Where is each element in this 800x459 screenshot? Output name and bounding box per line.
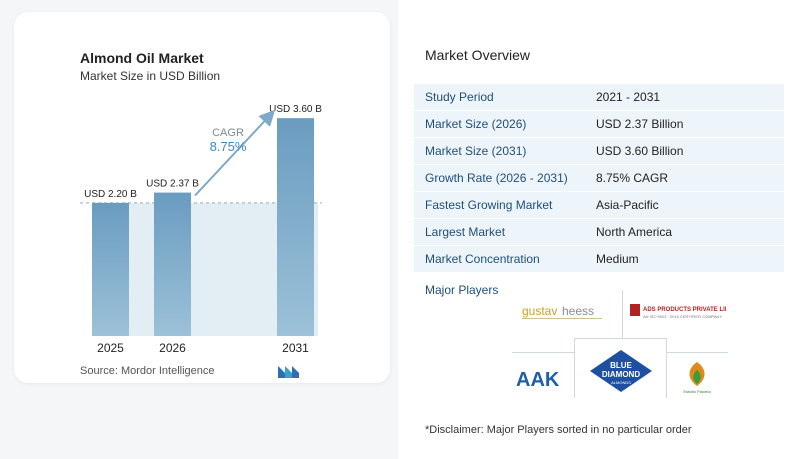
row-value: 8.75% CAGR (596, 171, 669, 185)
source-text: Source: Mordor Intelligence (80, 365, 215, 377)
svg-text:ALMONDS: ALMONDS (611, 380, 631, 385)
overview-row-study-period: Study Period 2021 - 2031 (414, 84, 784, 110)
svg-text:AN ISO 9001 : 2015 CERTIFIED C: AN ISO 9001 : 2015 CERTIFIED COMPANY (643, 314, 722, 319)
row-value: USD 2.37 Billion (596, 117, 684, 131)
row-value: 2021 - 2031 (596, 90, 661, 104)
svg-text:DIAMOND: DIAMOND (602, 370, 640, 379)
x-tick-2025: 2025 (97, 341, 124, 355)
major-players-title: Major Players (425, 283, 499, 297)
bar-chart: USD 2.20 B 2025 USD 2.37 B 2026 USD 3.60 B 20… (80, 104, 322, 355)
row-label: Market Size (2026) (425, 117, 527, 131)
svg-text:BLUE: BLUE (610, 361, 632, 370)
overview-title: Market Overview (425, 47, 531, 63)
logo-divider (574, 338, 575, 398)
data-label-2025: USD 2.20 B (84, 189, 137, 200)
overview-row-market-size-2031: Market Size (2031) USD 3.60 Billion (414, 138, 784, 164)
ads-products-logo: ADS PRODUCTS PRIVATE LIMITED AN ISO 9001… (630, 304, 726, 319)
row-label: Market Concentration (425, 252, 540, 266)
svg-text:ADS PRODUCTS PRIVATE LIMITED: ADS PRODUCTS PRIVATE LIMITED (643, 307, 726, 313)
data-label-2026: USD 2.37 B (146, 179, 199, 190)
row-value: North America (596, 225, 673, 239)
bar-2031 (277, 118, 314, 337)
chart-title: Almond Oil Market (80, 50, 204, 66)
logo-divider (666, 338, 667, 398)
row-value: USD 3.60 Billion (596, 144, 684, 158)
overview-row-growth-rate: Growth Rate (2026 - 2031) 8.75% CAGR (414, 165, 784, 191)
row-label: Market Size (2031) (425, 144, 527, 158)
data-label-2031: USD 3.60 B (269, 104, 322, 115)
x-tick-2026: 2026 (159, 341, 186, 355)
row-value: Asia-Pacific (596, 198, 659, 212)
cagr-value: 8.75% (210, 139, 247, 154)
chart-subtitle: Market Size in USD Billion (80, 69, 221, 83)
cagr-label: CAGR (212, 127, 244, 139)
overview-row-concentration: Market Concentration Medium (414, 246, 784, 272)
gustav-heess-logo: gustav heess (522, 304, 602, 319)
logo-divider (622, 290, 623, 338)
row-label: Largest Market (425, 225, 506, 239)
logo-divider (574, 338, 666, 339)
row-label: Study Period (425, 90, 494, 104)
svg-text:Estrato Planeta: Estrato Planeta (683, 389, 711, 394)
svg-text:heess: heess (562, 304, 594, 318)
overview-row-market-size-2026: Market Size (2026) USD 2.37 Billion (414, 111, 784, 137)
row-label: Growth Rate (2026 - 2031) (425, 171, 568, 185)
x-tick-2031: 2031 (282, 341, 309, 355)
svg-text:gustav: gustav (522, 304, 557, 318)
growth-arrow (194, 109, 276, 197)
bar-2026 (154, 192, 191, 336)
bar-2025 (92, 202, 129, 336)
estrato-planeta-logo: Estrato Planeta (683, 362, 711, 394)
mordor-logo (278, 366, 299, 378)
overview-row-largest-market: Largest Market North America (414, 219, 784, 245)
disclaimer-text: *Disclaimer: Major Players sorted in no … (425, 424, 692, 436)
svg-text:AAK: AAK (516, 369, 560, 390)
aak-logo: AAK (516, 369, 560, 390)
logo-divider (512, 352, 574, 353)
overview-row-fastest-growing: Fastest Growing Market Asia-Pacific (414, 192, 784, 218)
blue-diamond-logo: BLUE DIAMOND ALMONDS (590, 350, 652, 392)
row-label: Fastest Growing Market (425, 198, 553, 212)
row-value: Medium (596, 252, 639, 266)
logo-divider (666, 352, 728, 353)
